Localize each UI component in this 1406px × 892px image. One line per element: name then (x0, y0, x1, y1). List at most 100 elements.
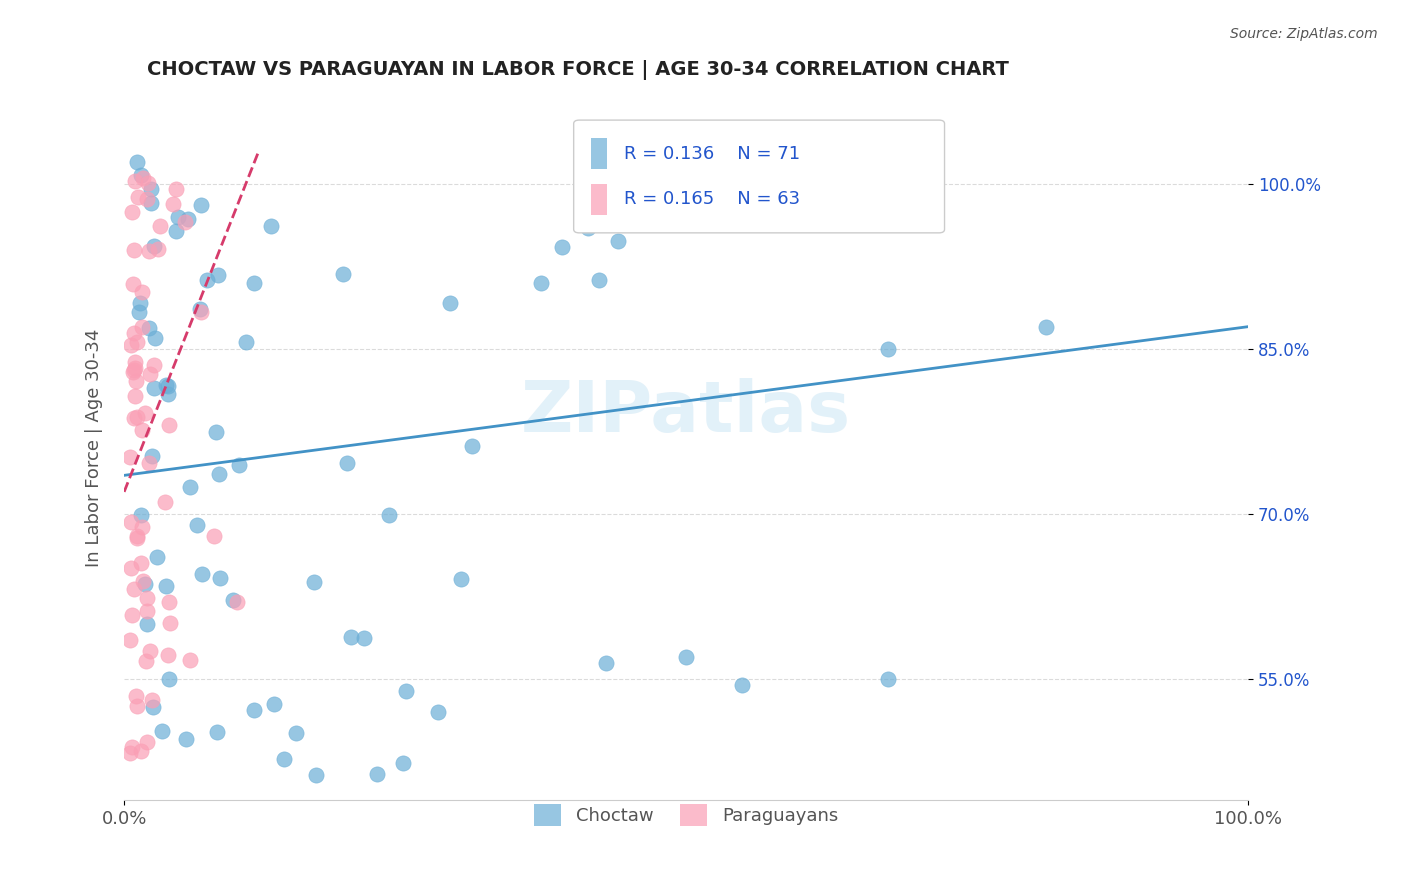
Point (157, 418, 180, 433)
Point (243, 703, 266, 717)
Point (427, 705, 450, 719)
Point (131, 170, 153, 185)
Text: R = 0.165    N = 63: R = 0.165 N = 63 (624, 190, 800, 209)
Point (125, 689, 148, 703)
Y-axis label: In Labor Force | Age 30-34: In Labor Force | Age 30-34 (86, 328, 103, 567)
Point (132, 574, 155, 588)
Point (120, 746, 142, 760)
Point (138, 321, 160, 335)
Point (135, 654, 157, 668)
Point (131, 520, 153, 534)
Point (131, 285, 153, 300)
Point (225, 595, 247, 609)
Point (157, 672, 180, 686)
Point (165, 182, 187, 196)
Point (157, 595, 180, 609)
Point (134, 406, 156, 420)
Point (190, 305, 212, 319)
Point (208, 467, 231, 481)
Point (120, 560, 142, 574)
FancyBboxPatch shape (574, 120, 945, 233)
Point (124, 174, 146, 188)
Point (128, 305, 150, 319)
Point (139, 195, 162, 210)
Text: Source: ZipAtlas.com: Source: ZipAtlas.com (1230, 27, 1378, 41)
Point (125, 374, 148, 388)
Point (302, 575, 325, 590)
Point (146, 550, 169, 565)
Point (675, 650, 697, 665)
Point (156, 386, 179, 401)
Point (125, 410, 148, 425)
Point (139, 182, 162, 196)
Point (124, 326, 146, 340)
Point (129, 168, 152, 182)
Point (125, 529, 148, 543)
Point (191, 567, 214, 582)
Point (195, 273, 218, 287)
Point (157, 378, 180, 392)
Point (124, 354, 146, 368)
Point (136, 176, 159, 190)
Point (166, 210, 188, 224)
Point (131, 319, 153, 334)
Point (190, 198, 212, 212)
Point (731, 677, 754, 691)
Point (131, 423, 153, 437)
Point (124, 361, 146, 376)
Point (877, 342, 900, 356)
Point (129, 556, 152, 570)
Point (141, 693, 163, 707)
Point (332, 267, 354, 281)
Point (595, 656, 617, 670)
Text: R = 0.136    N = 71: R = 0.136 N = 71 (624, 145, 800, 162)
Point (120, 516, 142, 530)
Point (142, 699, 165, 714)
Point (202, 529, 225, 543)
Point (127, 154, 149, 169)
Point (131, 508, 153, 522)
Point (142, 381, 165, 395)
Point (263, 698, 285, 712)
Point (1035, 319, 1057, 334)
Point (205, 425, 228, 439)
Point (235, 335, 257, 350)
Point (186, 518, 208, 533)
Point (136, 617, 159, 632)
Point (439, 295, 461, 310)
Point (157, 648, 180, 663)
Point (209, 571, 232, 585)
Point (141, 449, 163, 463)
Point (149, 219, 172, 233)
Point (285, 725, 308, 739)
Legend: Choctaw, Paraguayans: Choctaw, Paraguayans (527, 797, 845, 833)
Point (578, 220, 600, 235)
Point (120, 450, 142, 465)
Point (606, 234, 628, 248)
Text: ZIPatlas: ZIPatlas (522, 378, 851, 447)
Point (207, 268, 229, 283)
Point (378, 508, 401, 522)
Point (162, 197, 184, 211)
Point (273, 752, 295, 766)
Point (150, 723, 173, 738)
Point (134, 577, 156, 591)
Point (127, 190, 149, 204)
Bar (591, 184, 607, 215)
Point (148, 242, 170, 256)
Point (153, 494, 176, 508)
Bar (591, 137, 607, 169)
Point (222, 592, 245, 607)
Point (118, 633, 141, 648)
Point (179, 480, 201, 494)
Point (122, 365, 145, 379)
Point (142, 358, 165, 372)
Point (305, 768, 328, 782)
Point (135, 591, 157, 606)
Point (124, 388, 146, 402)
Point (588, 273, 610, 287)
Point (336, 456, 359, 470)
Point (242, 277, 264, 291)
Point (877, 672, 900, 686)
Point (138, 244, 160, 259)
